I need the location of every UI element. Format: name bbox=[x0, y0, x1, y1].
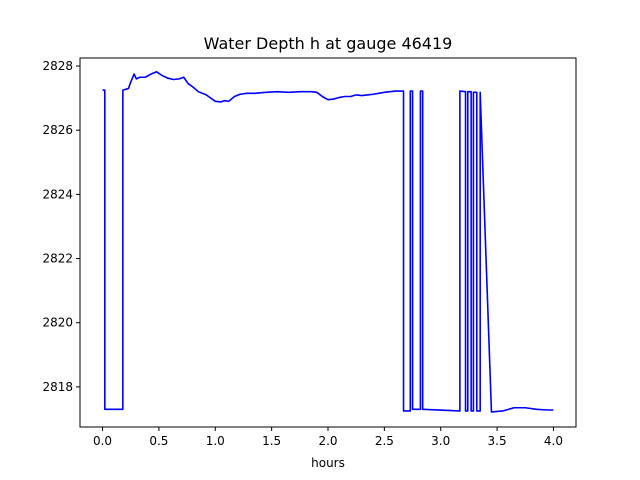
y-tick-label: 2824 bbox=[42, 187, 73, 201]
x-tick-label: 0.5 bbox=[149, 434, 168, 448]
y-tick-label: 2818 bbox=[42, 380, 73, 394]
x-tick-label: 3.0 bbox=[431, 434, 450, 448]
x-tick-label: 1.0 bbox=[206, 434, 225, 448]
x-tick-label: 2.5 bbox=[375, 434, 394, 448]
x-tick-label: 3.5 bbox=[488, 434, 507, 448]
x-tick-label: 2.0 bbox=[318, 434, 337, 448]
plot-area bbox=[79, 57, 577, 428]
y-tick-label: 2828 bbox=[42, 59, 73, 73]
x-tick-label: 0.0 bbox=[93, 434, 112, 448]
x-tick-label: 1.5 bbox=[262, 434, 281, 448]
y-axis: 2818 2820 2822 2824 2826 2828 bbox=[42, 59, 80, 394]
chart-title: Water Depth h at gauge 46419 bbox=[204, 34, 453, 53]
y-tick-label: 2826 bbox=[42, 123, 73, 137]
series-line bbox=[102, 71, 554, 413]
x-axis-label: hours bbox=[311, 456, 345, 470]
y-tick-label: 2820 bbox=[42, 316, 73, 330]
plot-frame bbox=[79, 57, 577, 428]
x-tick-label: 4.0 bbox=[544, 434, 563, 448]
y-tick-label: 2822 bbox=[42, 252, 73, 266]
x-axis: 0.0 0.5 1.0 1.5 2.0 2.5 3.0 3.5 4.0 bbox=[93, 427, 563, 448]
